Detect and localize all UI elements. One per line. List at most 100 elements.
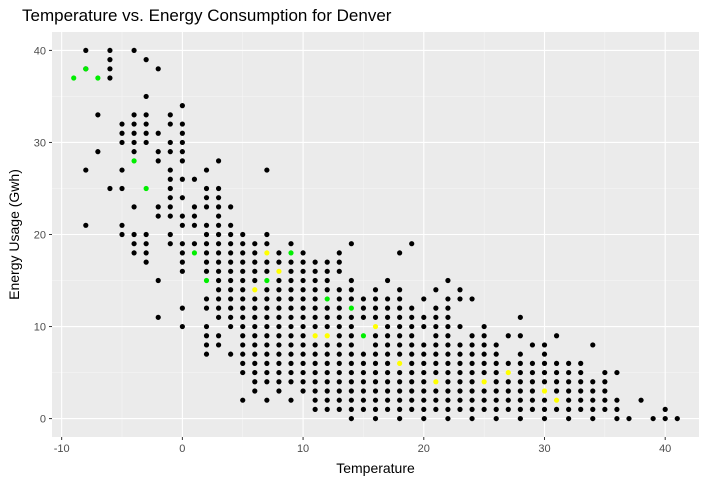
data-point: [312, 296, 318, 302]
data-point: [276, 287, 282, 293]
data-point: [336, 351, 342, 357]
data-point: [203, 259, 210, 265]
data-point: [674, 415, 680, 422]
data-point: [203, 250, 210, 256]
data-point: [493, 369, 499, 376]
y-tick-label: 30: [34, 137, 46, 149]
data-point: [240, 241, 246, 247]
data-point: [264, 277, 270, 284]
data-point: [360, 369, 367, 376]
data-point: [372, 314, 379, 320]
data-point: [469, 379, 475, 385]
data-point: [324, 388, 330, 394]
data-point: [445, 415, 451, 422]
data-point: [324, 296, 330, 302]
data-point: [155, 130, 161, 136]
data-point: [348, 379, 354, 385]
data-point: [155, 149, 161, 155]
data-point: [95, 75, 101, 81]
data-point: [191, 241, 198, 247]
data-point: [167, 139, 173, 146]
data-point: [300, 369, 306, 376]
data-point: [409, 369, 415, 376]
data-point: [252, 342, 258, 348]
data-point: [372, 287, 379, 293]
x-axis-title: Temperature: [336, 460, 415, 476]
data-point: [167, 167, 173, 173]
data-point: [445, 342, 451, 348]
data-point: [252, 379, 258, 385]
data-point: [662, 406, 668, 412]
data-point: [397, 397, 403, 403]
data-point: [312, 323, 318, 330]
data-point: [324, 333, 330, 339]
data-point: [215, 305, 222, 311]
data-point: [409, 323, 415, 330]
data-point: [397, 369, 403, 376]
data-point: [529, 342, 536, 348]
data-point: [228, 314, 234, 320]
data-point: [83, 167, 89, 173]
data-point: [457, 342, 463, 348]
data-point: [276, 360, 282, 366]
data-point: [288, 287, 294, 293]
data-point: [240, 259, 246, 265]
data-point: [336, 314, 342, 320]
data-point: [348, 406, 354, 412]
data-point: [167, 195, 173, 201]
data-point: [433, 287, 439, 293]
data-point: [203, 296, 210, 302]
data-point: [131, 204, 137, 210]
data-point: [312, 314, 318, 320]
data-point: [228, 287, 234, 293]
data-point: [397, 287, 403, 293]
data-point: [167, 121, 173, 127]
data-point: [264, 250, 270, 256]
data-point: [288, 296, 294, 302]
data-point: [372, 342, 379, 348]
data-point: [421, 406, 427, 412]
data-point: [397, 388, 403, 394]
data-point: [614, 369, 620, 376]
data-point: [312, 397, 318, 403]
data-point: [264, 323, 270, 330]
data-point: [276, 333, 282, 339]
data-point: [203, 195, 210, 201]
data-point: [155, 66, 161, 72]
data-point: [481, 323, 487, 330]
data-point: [252, 305, 258, 311]
data-point: [638, 397, 644, 403]
data-point: [203, 268, 210, 274]
data-point: [469, 333, 475, 339]
data-point: [240, 287, 246, 293]
data-point: [384, 314, 391, 320]
data-point: [312, 406, 318, 412]
data-point: [215, 241, 222, 247]
data-point: [360, 333, 367, 339]
data-point: [264, 314, 270, 320]
data-point: [288, 351, 294, 357]
data-point: [228, 259, 234, 265]
data-point: [578, 369, 584, 376]
x-tick-label: 10: [297, 443, 309, 455]
data-point: [252, 296, 258, 302]
data-point: [131, 231, 137, 238]
data-point: [167, 149, 173, 155]
data-point: [372, 415, 379, 422]
data-point: [626, 415, 632, 422]
data-point: [421, 296, 427, 302]
data-point: [203, 185, 210, 192]
data-point: [276, 351, 282, 357]
data-point: [553, 397, 560, 403]
data-point: [529, 406, 536, 412]
data-point: [300, 351, 306, 357]
data-point: [505, 388, 511, 394]
data-point: [264, 351, 270, 357]
data-point: [143, 231, 149, 238]
data-point: [384, 388, 391, 394]
y-tick-label: 20: [34, 230, 46, 242]
data-point: [384, 277, 391, 284]
data-point: [324, 351, 330, 357]
data-point: [397, 296, 403, 302]
data-point: [457, 287, 463, 293]
